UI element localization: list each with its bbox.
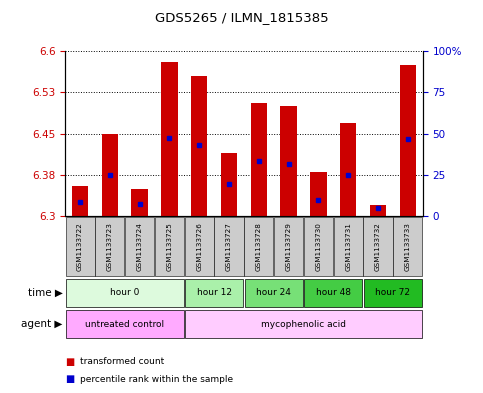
Text: GSM1133733: GSM1133733 [405, 222, 411, 271]
Text: ■: ■ [65, 374, 74, 384]
Bar [304, 217, 333, 276]
Bar [185, 310, 422, 338]
Bar [66, 279, 184, 307]
Text: hour 12: hour 12 [197, 288, 232, 297]
Text: GDS5265 / ILMN_1815385: GDS5265 / ILMN_1815385 [155, 11, 328, 24]
Bar [72, 186, 88, 216]
Text: hour 72: hour 72 [375, 288, 411, 297]
Bar [185, 217, 214, 276]
Bar [363, 217, 393, 276]
Bar [214, 217, 243, 276]
Bar [364, 279, 422, 307]
Bar [393, 217, 422, 276]
Text: GSM1133726: GSM1133726 [196, 222, 202, 271]
Text: GSM1133724: GSM1133724 [137, 222, 142, 271]
Bar [274, 217, 303, 276]
Bar [95, 217, 125, 276]
Bar [304, 279, 362, 307]
Text: GSM1133725: GSM1133725 [167, 222, 172, 271]
Text: GSM1133723: GSM1133723 [107, 222, 113, 271]
Text: hour 0: hour 0 [110, 288, 140, 297]
Bar [66, 310, 184, 338]
Bar [370, 205, 386, 216]
Text: hour 48: hour 48 [316, 288, 351, 297]
Bar [66, 217, 95, 276]
Bar [281, 106, 297, 216]
Bar [185, 279, 243, 307]
Bar [131, 189, 148, 216]
Bar [102, 134, 118, 216]
Bar [251, 103, 267, 216]
Text: untreated control: untreated control [85, 320, 164, 329]
Bar [310, 172, 327, 216]
Bar [155, 217, 184, 276]
Text: GSM1133732: GSM1133732 [375, 222, 381, 271]
Bar [244, 279, 303, 307]
Bar [399, 65, 416, 216]
Text: ■: ■ [65, 356, 74, 367]
Bar [340, 123, 356, 216]
Bar [334, 217, 363, 276]
Text: agent ▶: agent ▶ [21, 319, 63, 329]
Bar [244, 217, 273, 276]
Bar [221, 153, 237, 216]
Bar [191, 76, 207, 216]
Text: GSM1133731: GSM1133731 [345, 222, 351, 271]
Bar [161, 62, 178, 216]
Text: GSM1133727: GSM1133727 [226, 222, 232, 271]
Text: mycophenolic acid: mycophenolic acid [261, 320, 346, 329]
Text: hour 24: hour 24 [256, 288, 291, 297]
Text: GSM1133729: GSM1133729 [285, 222, 292, 271]
Text: transformed count: transformed count [80, 357, 164, 366]
Text: GSM1133730: GSM1133730 [315, 222, 321, 271]
Text: GSM1133722: GSM1133722 [77, 222, 83, 271]
Text: percentile rank within the sample: percentile rank within the sample [80, 375, 233, 384]
Text: time ▶: time ▶ [28, 288, 63, 298]
Text: GSM1133728: GSM1133728 [256, 222, 262, 271]
Bar [125, 217, 154, 276]
